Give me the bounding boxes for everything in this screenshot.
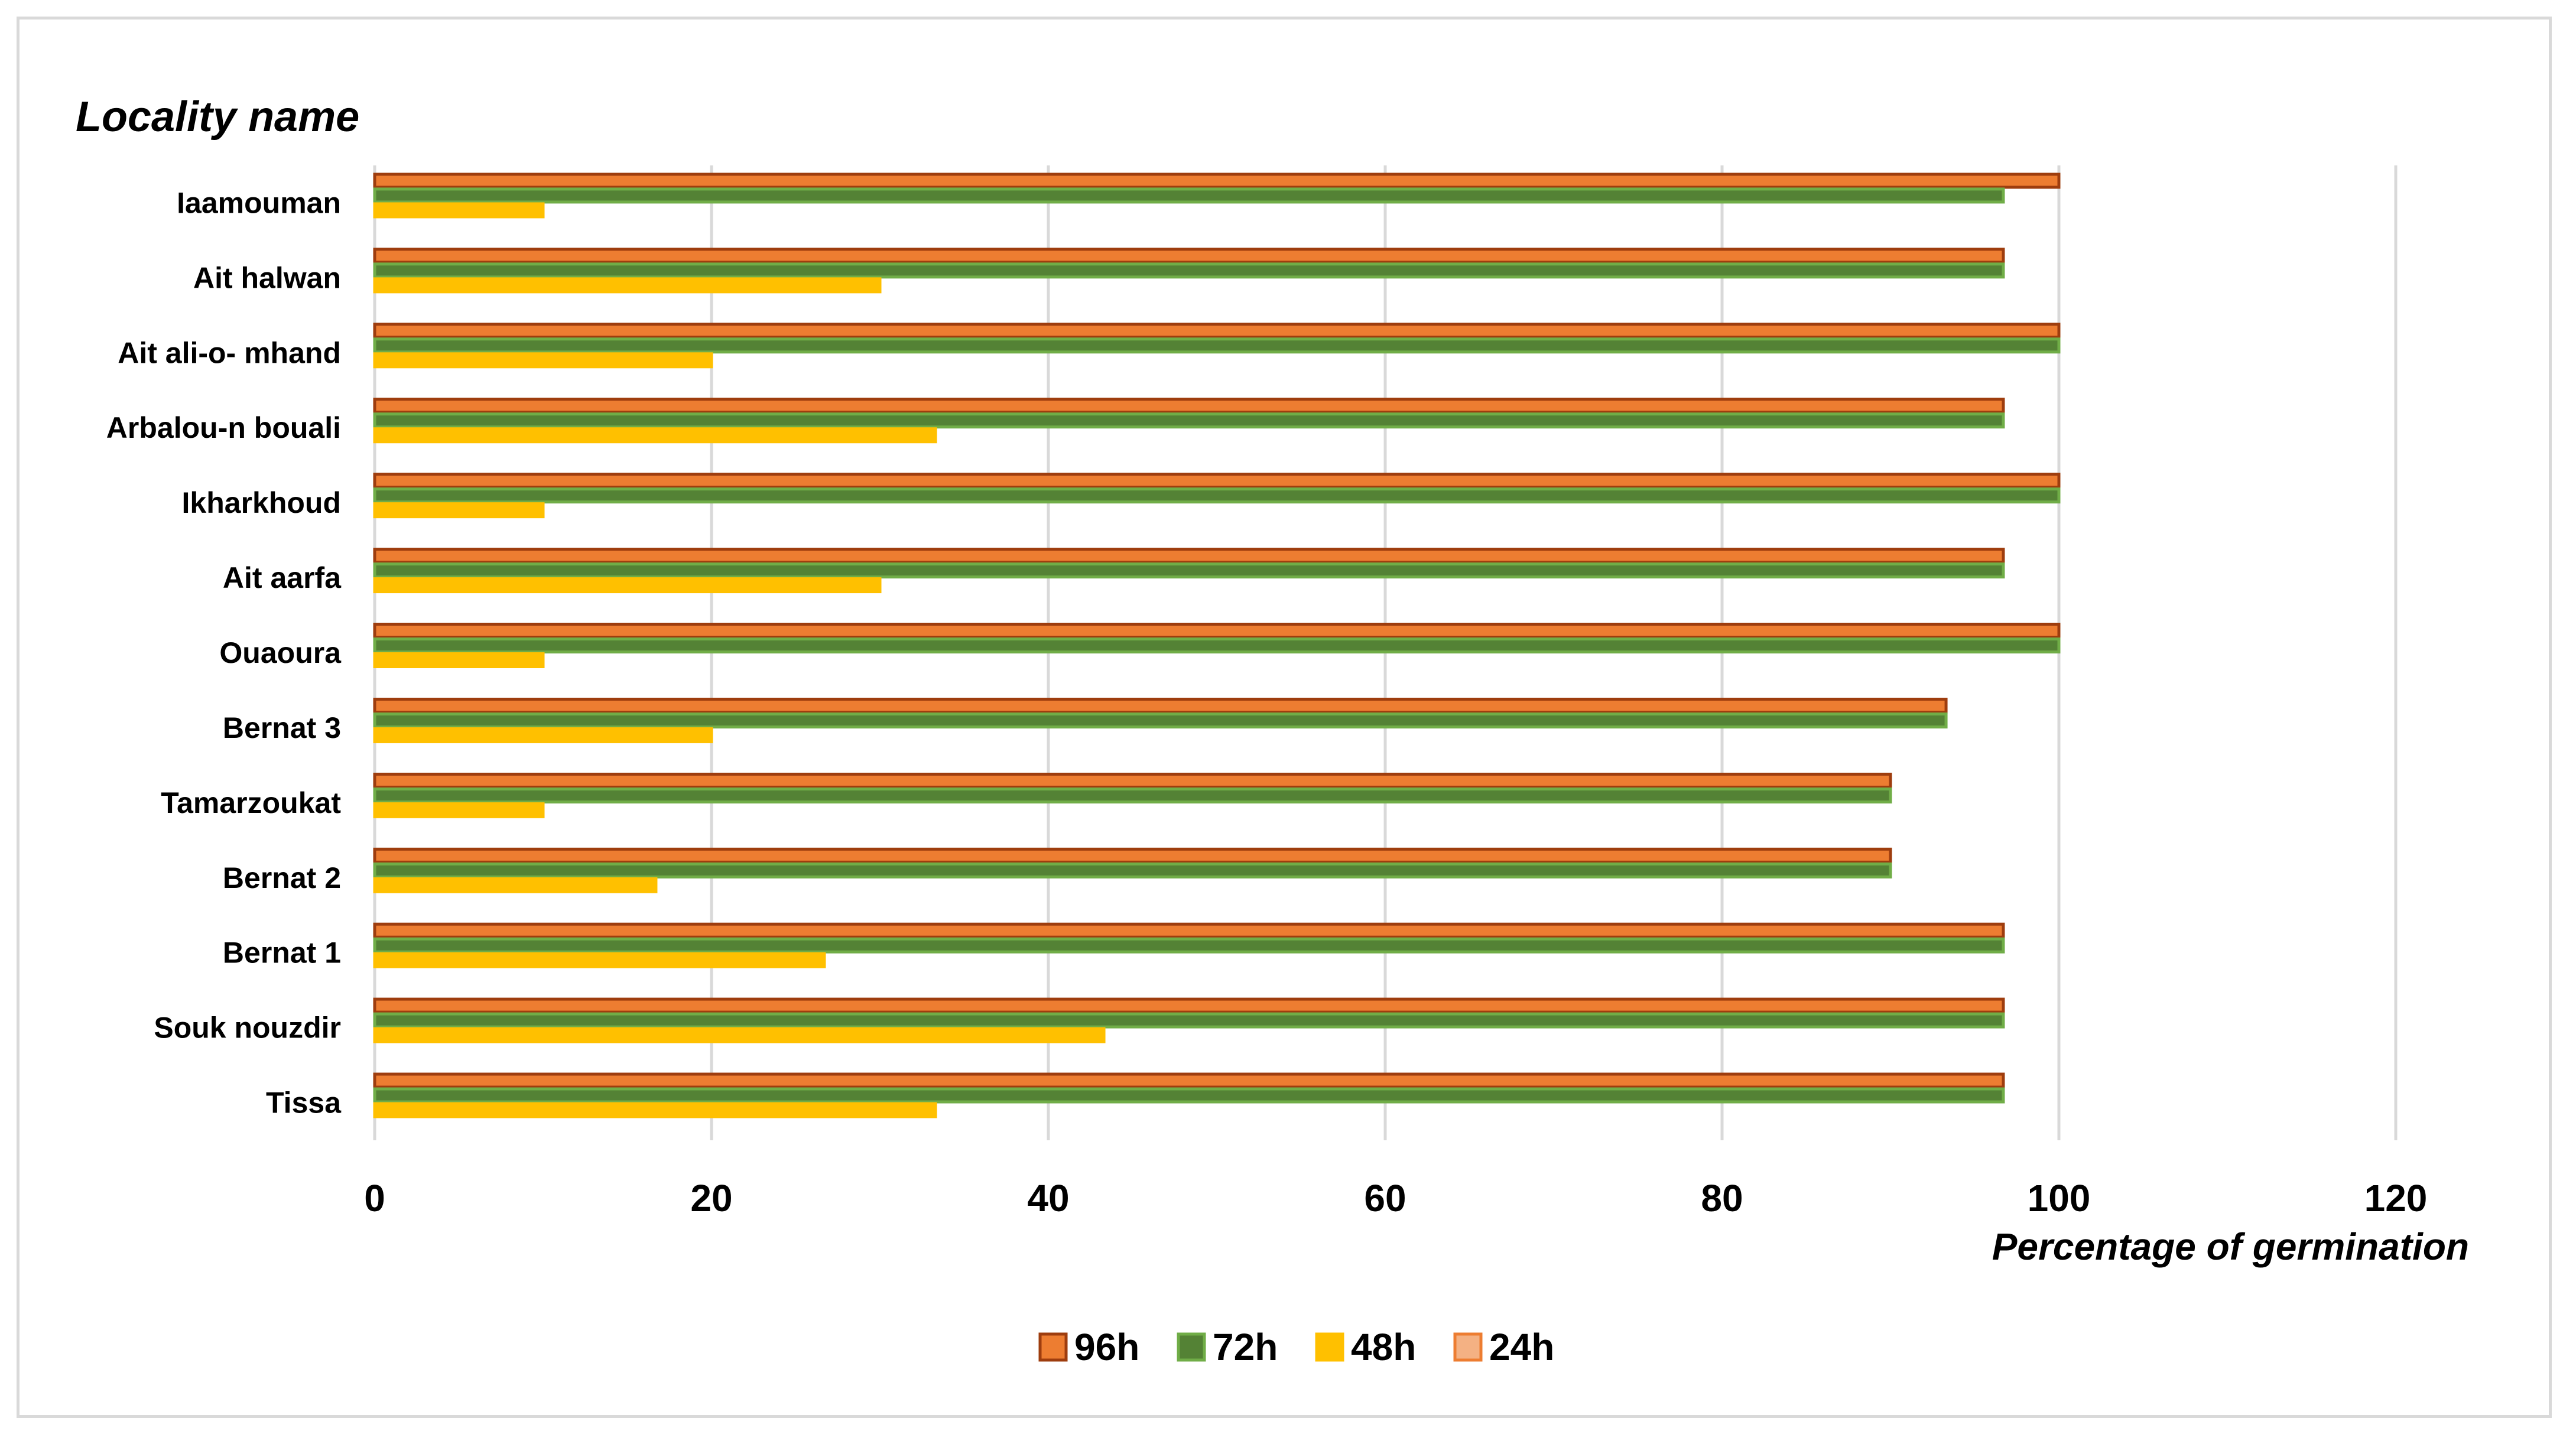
x-tick-label: 60 xyxy=(1364,1177,1406,1219)
category-label: Ait halwan xyxy=(193,261,341,294)
category-label: Iaamouman xyxy=(177,186,341,219)
category-label: Bernat 2 xyxy=(223,861,341,894)
legend-label: 24h xyxy=(1489,1326,1554,1368)
category-labels: Iaamouman Ait halwan Ait ali-o- mhand Arbal… xyxy=(106,186,342,1119)
category-label: Bernat 3 xyxy=(223,711,341,744)
bar-48h xyxy=(373,1027,1106,1043)
bar-96h xyxy=(373,623,2061,639)
legend-swatch-24h xyxy=(1453,1332,1483,1362)
bar-96h xyxy=(373,323,2061,339)
bar-72h xyxy=(373,862,1892,879)
bars xyxy=(373,173,2061,1118)
bar-48h xyxy=(373,502,545,519)
category-label: Arbalou-n bouali xyxy=(106,411,341,444)
bar-72h xyxy=(373,262,2005,279)
legend-swatch-72h xyxy=(1177,1332,1206,1362)
legend-label: 96h xyxy=(1074,1326,1139,1368)
bar-96h xyxy=(373,922,2005,939)
bar-72h xyxy=(373,637,2061,653)
bar-72h xyxy=(373,1012,2005,1029)
bar-48h xyxy=(373,952,826,968)
bar-96h xyxy=(373,473,2061,489)
x-tick-label: 100 xyxy=(2028,1177,2091,1219)
x-tick-label: 0 xyxy=(364,1177,385,1219)
bar-96h xyxy=(373,173,2061,189)
bar-72h xyxy=(373,1087,2005,1104)
bar-72h xyxy=(373,562,2005,579)
bar-96h xyxy=(373,1072,2005,1089)
legend-label: 48h xyxy=(1351,1326,1416,1368)
category-label: Tamarzoukat xyxy=(161,786,341,819)
category-label: Ikharkhoud xyxy=(182,486,341,519)
category-label: Souk nouzdir xyxy=(154,1011,341,1045)
bar-96h xyxy=(373,548,2005,564)
category-label: Ait ali-o- mhand xyxy=(118,336,341,369)
x-tick-label: 80 xyxy=(1701,1177,1743,1219)
bar-96h xyxy=(373,697,1948,714)
category-label: Tissa xyxy=(266,1087,342,1120)
bar-96h xyxy=(373,398,2005,414)
x-axis-title: Percentage of germination xyxy=(1992,1225,2469,1268)
bar-48h xyxy=(373,202,545,219)
bar-72h xyxy=(373,412,2005,429)
bar-96h xyxy=(373,847,1892,864)
bar-48h xyxy=(373,427,937,444)
x-tick-label: 40 xyxy=(1027,1177,1069,1219)
x-tick-label: 20 xyxy=(690,1177,732,1219)
x-tick-labels: 0 20 40 60 80 100 120 xyxy=(364,1177,2427,1219)
bar-72h xyxy=(373,712,1948,728)
category-label: Ouaoura xyxy=(219,636,342,669)
legend: 96h 72h 48h 24h xyxy=(1038,1326,1554,1368)
bar-48h xyxy=(373,577,882,594)
x-tick-label: 120 xyxy=(2364,1177,2428,1219)
category-label: Ait aarfa xyxy=(223,561,342,594)
legend-swatch-48h xyxy=(1315,1332,1344,1362)
bar-96h xyxy=(373,248,2005,264)
bar-72h xyxy=(373,787,1892,804)
bar-96h xyxy=(373,997,2005,1014)
bar-48h xyxy=(373,877,658,893)
bar-48h xyxy=(373,727,713,743)
bar-48h xyxy=(373,352,713,369)
legend-swatch-96h xyxy=(1038,1332,1068,1362)
bar-96h xyxy=(373,772,1892,789)
category-label: Bernat 1 xyxy=(223,936,341,970)
bar-72h xyxy=(373,337,2061,354)
bar-48h xyxy=(373,802,545,818)
bar-48h xyxy=(373,277,882,294)
bar-48h xyxy=(373,652,545,668)
bar-72h xyxy=(373,937,2005,954)
bar-48h xyxy=(373,1102,937,1118)
legend-label: 72h xyxy=(1213,1326,1278,1368)
bar-72h xyxy=(373,187,2005,204)
chart-title: Locality name xyxy=(76,93,359,141)
bar-72h xyxy=(373,487,2061,504)
